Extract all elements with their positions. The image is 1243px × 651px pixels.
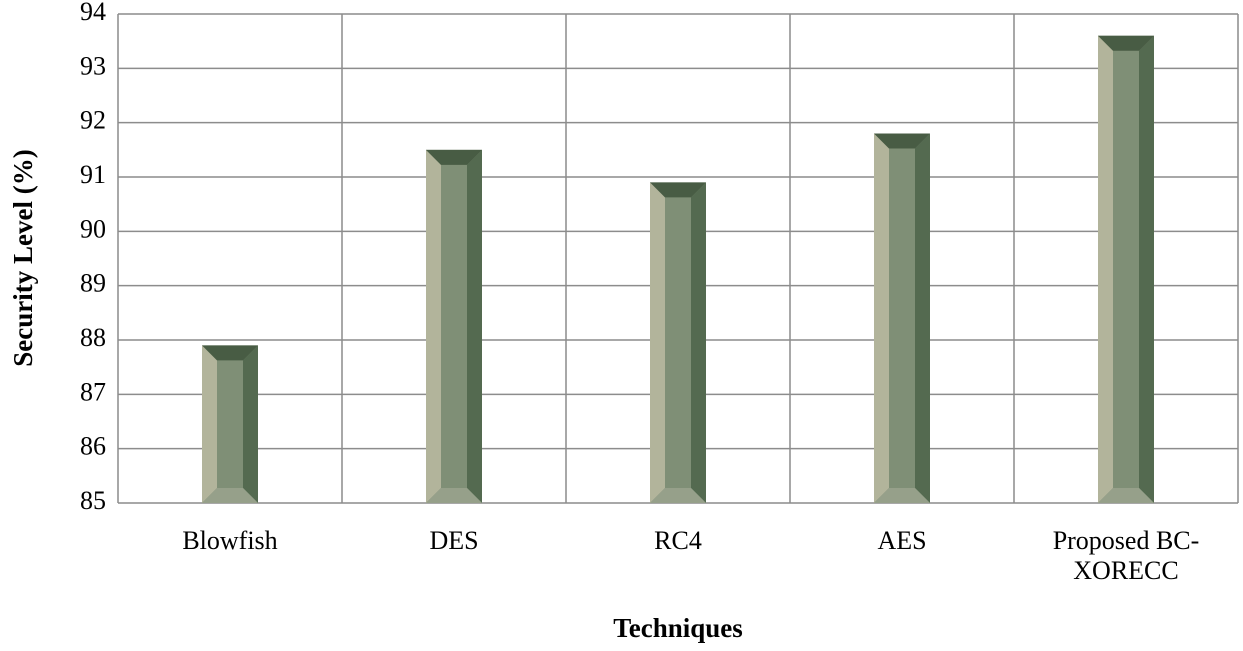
bar-bevel-top bbox=[650, 182, 706, 198]
bar-bevel-bottom bbox=[202, 488, 258, 503]
bar-bevel-top bbox=[874, 133, 930, 149]
y-tick-label: 94 bbox=[80, 0, 106, 26]
bar-bevel-left bbox=[650, 182, 665, 503]
y-tick-label: 92 bbox=[80, 106, 106, 135]
bar-bevel-bottom bbox=[650, 488, 706, 503]
bar-bevel-top bbox=[1098, 35, 1154, 51]
x-tick-label: AES bbox=[877, 526, 927, 555]
y-axis-title: Security Level (%) bbox=[8, 149, 38, 366]
x-tick-label: DES bbox=[429, 526, 479, 555]
bar-bevel-right bbox=[1139, 35, 1154, 503]
bar-bevel-bottom bbox=[874, 488, 930, 503]
y-tick-label: 93 bbox=[80, 51, 106, 80]
bar-bevel-top bbox=[426, 149, 482, 165]
bar-bevel-right bbox=[691, 182, 706, 503]
bar-bevel-left bbox=[874, 133, 889, 504]
bar-bevel-top bbox=[202, 345, 258, 361]
bar-bevel-left bbox=[1098, 35, 1113, 503]
bar-bevel-bottom bbox=[1098, 488, 1154, 503]
x-tick-label: Blowfish bbox=[182, 526, 278, 555]
bar-bevel-bottom bbox=[426, 488, 482, 503]
bar-bevel-right bbox=[467, 149, 482, 504]
y-tick-label: 85 bbox=[80, 486, 106, 515]
y-tick-label: 89 bbox=[80, 269, 106, 298]
bar-bevel-right bbox=[243, 345, 258, 503]
x-axis-title: Techniques bbox=[613, 613, 743, 643]
bar-bevel-left bbox=[426, 149, 441, 504]
bar-bevel-right bbox=[915, 133, 930, 504]
y-tick-label: 87 bbox=[80, 377, 106, 406]
bar-bevel-left bbox=[202, 345, 217, 503]
x-tick-label: RC4 bbox=[654, 526, 702, 555]
y-tick-label: 86 bbox=[80, 432, 106, 461]
y-tick-label: 88 bbox=[80, 323, 106, 352]
y-tick-label: 90 bbox=[80, 214, 106, 243]
y-tick-label: 91 bbox=[80, 160, 106, 189]
x-tick-label: Proposed BC-XORECC bbox=[1052, 526, 1200, 585]
